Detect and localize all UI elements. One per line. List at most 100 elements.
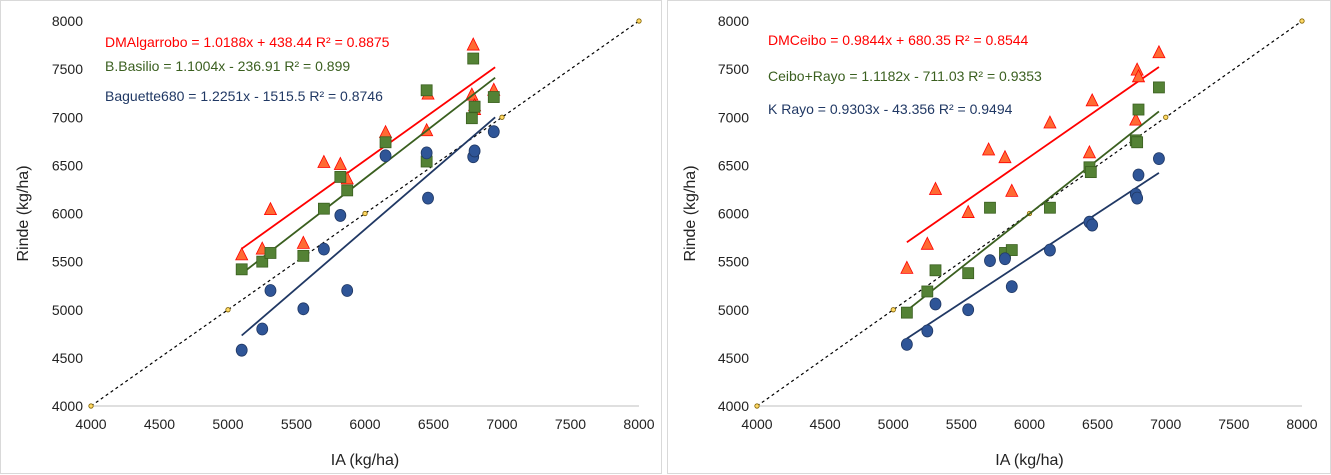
- reference-point: [636, 18, 642, 24]
- x-tick-label: 6500: [418, 416, 449, 432]
- trendline-series-3: [906, 172, 1160, 340]
- data-point-square: [1005, 244, 1018, 256]
- data-point-circle: [422, 191, 434, 205]
- data-point-triangle: [317, 154, 331, 168]
- trendline-equation-label: Baguette680 = 1.2251x - 1515.5 R² = 0.87…: [105, 88, 383, 104]
- data-point-triangle: [1131, 68, 1146, 83]
- data-point-square: [1132, 103, 1145, 116]
- reference-point: [890, 307, 896, 313]
- y-axis-title: Rinde (kg/ha): [15, 165, 32, 261]
- x-tick-label: 8000: [1286, 416, 1317, 432]
- y-tick-label: 8000: [52, 13, 83, 29]
- y-tick-label: 8000: [718, 13, 749, 29]
- data-point-circle: [999, 252, 1011, 266]
- y-tick-label: 6500: [52, 157, 83, 173]
- chart-panel-left: 4000 4500 5000 5500 6000 6500 7000 7500 8000 4000…: [0, 0, 662, 474]
- trendline-series-1: [906, 66, 1160, 244]
- data-point-circle: [1131, 191, 1144, 205]
- data-point-square: [420, 84, 433, 97]
- data-point-circle: [1005, 280, 1018, 294]
- data-point-square: [379, 136, 392, 149]
- y-tick-label: 6000: [52, 206, 83, 222]
- data-point-circle: [297, 302, 310, 316]
- reference-point: [88, 403, 94, 409]
- trendline-equation-label: DMCeibo = 0.9844x + 680.35 R² = 0.8544: [768, 32, 1029, 48]
- data-point-triangle: [900, 260, 914, 274]
- x-tick-label: 5000: [212, 416, 243, 432]
- y-tick-label: 6000: [718, 206, 749, 222]
- trendline-equation-label: Ceibo+Rayo = 1.1182x - 711.03 R² = 0.935…: [768, 68, 1042, 84]
- data-point-circle: [921, 324, 934, 338]
- data-point-triangle: [961, 204, 975, 218]
- data-point-square: [235, 263, 248, 276]
- data-point-circle: [334, 209, 347, 222]
- data-point-circle: [379, 149, 392, 163]
- trendline-series-1: [241, 66, 496, 250]
- y-tick-label: 4000: [718, 398, 749, 414]
- scatter-chart-right: 4000 4500 5000 5500 6000 6500 7000 7500 8000 4000…: [682, 13, 1318, 469]
- x-tick-label: 8000: [623, 416, 654, 432]
- data-point-square: [1044, 201, 1056, 214]
- data-point-triangle: [378, 124, 393, 139]
- chart-panel-right: 4000 4500 5000 5500 6000 6500 7000 7500 8000 4000…: [667, 0, 1331, 474]
- data-point-circle: [341, 284, 354, 297]
- data-point-square: [297, 249, 310, 262]
- reference-point: [754, 403, 760, 409]
- trendline-equation-label: DMAlgarrobo = 1.0188x + 438.44 R² = 0.88…: [105, 34, 390, 50]
- y-tick-label: 6500: [718, 157, 749, 173]
- data-point-square: [465, 112, 478, 125]
- data-point-circle: [256, 322, 269, 336]
- y-tick-label: 4000: [52, 398, 83, 414]
- data-point-triangle: [920, 236, 934, 250]
- data-point-circle: [1153, 152, 1165, 166]
- y-tick-label: 5500: [718, 254, 749, 270]
- y-tick-label: 7000: [718, 109, 749, 125]
- x-tick-label: 4000: [75, 416, 106, 432]
- reference-point: [362, 210, 368, 217]
- data-point-square: [487, 91, 500, 103]
- y-tick-label: 5500: [52, 254, 83, 270]
- data-point-square: [1153, 81, 1165, 94]
- x-tick-label: 7500: [1218, 416, 1249, 432]
- trendline-series-3: [241, 116, 496, 337]
- data-point-triangle: [1129, 112, 1143, 126]
- data-point-triangle: [296, 235, 310, 249]
- data-point-circle: [420, 146, 433, 160]
- data-point-triangle: [1005, 183, 1019, 197]
- data-point-triangle: [981, 142, 996, 156]
- data-point-square: [468, 100, 481, 113]
- reference-point: [225, 307, 231, 313]
- data-point-circle: [1044, 243, 1056, 257]
- x-tick-label: 5500: [281, 416, 312, 432]
- trendline-series-2: [241, 76, 496, 275]
- data-point-square: [962, 267, 975, 280]
- data-point-square: [317, 202, 330, 215]
- trendline-equation-label: K Rayo = 0.9303x - 43.356 R² = 0.9494: [768, 101, 1013, 117]
- x-axis-title: IA (kg/ha): [331, 452, 399, 469]
- data-point-circle: [235, 343, 248, 357]
- data-point-triangle: [263, 201, 278, 216]
- x-tick-label: 6500: [1082, 416, 1113, 432]
- data-point-circle: [487, 125, 500, 139]
- x-tick-label: 6000: [1014, 416, 1045, 432]
- data-point-triangle: [1082, 144, 1097, 159]
- data-point-square: [264, 247, 277, 259]
- x-tick-label: 7000: [486, 416, 517, 432]
- data-point-square: [1131, 136, 1144, 149]
- data-point-triangle: [928, 181, 943, 195]
- y-tick-label: 7000: [52, 109, 83, 125]
- data-point-square: [341, 184, 354, 197]
- x-tick-label: 7500: [555, 416, 586, 432]
- data-point-square: [256, 255, 269, 268]
- reference-point: [499, 114, 505, 120]
- x-tick-label: 6000: [349, 416, 380, 432]
- data-point-square: [929, 264, 942, 277]
- data-point-triangle: [333, 156, 347, 170]
- data-point-circle: [900, 337, 913, 351]
- data-point-triangle: [1152, 44, 1166, 59]
- data-point-triangle: [1043, 115, 1057, 129]
- x-tick-label: 5500: [946, 416, 977, 432]
- data-point-square: [900, 306, 913, 319]
- trendline-equation-label: B.Basilio = 1.1004x - 236.91 R² = 0.899: [105, 58, 350, 74]
- y-tick-label: 5000: [718, 302, 749, 318]
